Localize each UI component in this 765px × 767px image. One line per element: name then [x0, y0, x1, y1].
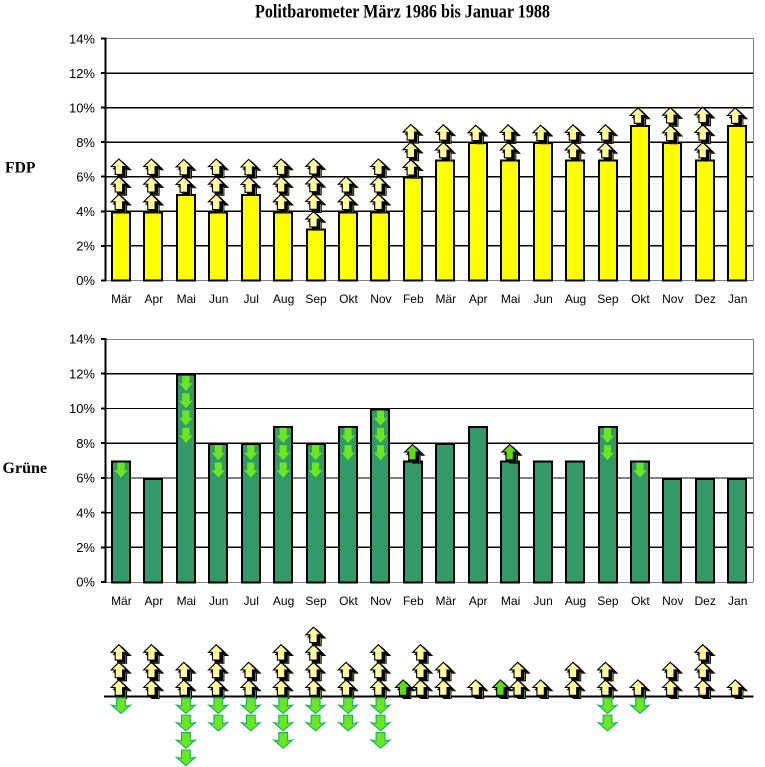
svg-text:Nov: Nov: [662, 594, 683, 608]
svg-text:Jun: Jun: [533, 594, 552, 608]
svg-text:10%: 10%: [69, 100, 95, 115]
svg-text:Aug: Aug: [273, 292, 294, 306]
svg-text:6%: 6%: [76, 471, 95, 486]
svg-text:Apr: Apr: [145, 292, 164, 306]
svg-text:4%: 4%: [76, 505, 95, 520]
svg-text:Sep: Sep: [597, 292, 619, 306]
svg-text:Mai: Mai: [177, 594, 196, 608]
svg-text:2%: 2%: [76, 540, 95, 555]
svg-text:Apr: Apr: [469, 292, 488, 306]
svg-text:0%: 0%: [76, 273, 95, 288]
svg-text:2%: 2%: [76, 239, 95, 254]
svg-text:Okt: Okt: [339, 594, 358, 608]
svg-text:10%: 10%: [69, 401, 95, 416]
svg-text:Mai: Mai: [501, 292, 520, 306]
svg-text:Mai: Mai: [501, 594, 520, 608]
svg-text:6%: 6%: [76, 169, 95, 184]
svg-text:Nov: Nov: [370, 292, 391, 306]
svg-text:8%: 8%: [76, 436, 95, 451]
svg-text:Mai: Mai: [177, 292, 196, 306]
svg-text:Sep: Sep: [305, 292, 327, 306]
svg-text:Mär: Mär: [435, 292, 456, 306]
svg-text:Feb: Feb: [403, 594, 424, 608]
svg-text:Dez: Dez: [695, 594, 716, 608]
svg-text:14%: 14%: [69, 332, 95, 347]
svg-text:12%: 12%: [69, 366, 95, 381]
svg-text:Aug: Aug: [565, 292, 586, 306]
svg-text:Aug: Aug: [565, 594, 586, 608]
svg-text:Nov: Nov: [662, 292, 683, 306]
svg-text:Mär: Mär: [111, 292, 132, 306]
svg-text:Jun: Jun: [209, 594, 228, 608]
svg-text:Jan: Jan: [728, 292, 747, 306]
svg-text:8%: 8%: [76, 135, 95, 150]
svg-text:0%: 0%: [76, 575, 95, 590]
svg-text:Jun: Jun: [209, 292, 228, 306]
svg-text:Grüne: Grüne: [3, 460, 48, 477]
svg-text:Feb: Feb: [403, 292, 424, 306]
svg-text:Nov: Nov: [370, 594, 391, 608]
svg-text:Politbarometer März 1986 bis J: Politbarometer März 1986 bis Januar 1988: [255, 2, 550, 23]
svg-text:FDP: FDP: [5, 160, 36, 177]
svg-text:Okt: Okt: [339, 292, 358, 306]
svg-text:Apr: Apr: [469, 594, 488, 608]
svg-text:Okt: Okt: [631, 292, 650, 306]
svg-text:Jun: Jun: [533, 292, 552, 306]
svg-text:Apr: Apr: [145, 594, 164, 608]
svg-text:Mär: Mär: [435, 594, 456, 608]
svg-text:Dez: Dez: [695, 292, 716, 306]
svg-text:Jul: Jul: [244, 594, 259, 608]
svg-text:Sep: Sep: [597, 594, 619, 608]
svg-text:Okt: Okt: [631, 594, 650, 608]
svg-text:4%: 4%: [76, 204, 95, 219]
svg-text:Mär: Mär: [111, 594, 132, 608]
svg-text:Jul: Jul: [244, 292, 259, 306]
svg-text:Jan: Jan: [728, 594, 747, 608]
svg-text:Aug: Aug: [273, 594, 294, 608]
svg-text:14%: 14%: [69, 31, 95, 46]
svg-text:12%: 12%: [69, 66, 95, 81]
svg-text:Sep: Sep: [305, 594, 327, 608]
